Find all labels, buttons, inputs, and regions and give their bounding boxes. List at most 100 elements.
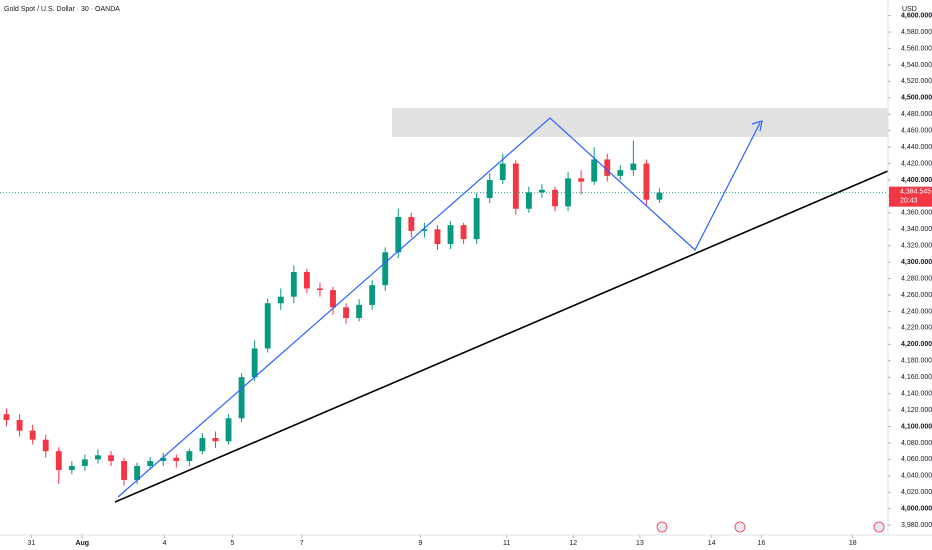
- y-tick-label: 4,460.000: [901, 128, 932, 135]
- candle-body: [251, 348, 258, 378]
- y-tick-label: 4,540.000: [901, 62, 932, 69]
- projection-path: [117, 117, 761, 498]
- y-tick-label: 4,100.000: [901, 423, 932, 430]
- candle-body: [486, 179, 493, 199]
- y-tick-label: 4,280.000: [901, 275, 932, 282]
- candle-body: [68, 465, 75, 471]
- currency-label: USD: [902, 6, 917, 13]
- candle-body: [525, 192, 532, 209]
- candle-body: [356, 304, 363, 319]
- x-tick-label: 5: [230, 540, 234, 547]
- y-tick-label: 4,580.000: [901, 29, 932, 36]
- candle-body: [447, 225, 454, 245]
- candle-body: [81, 459, 88, 466]
- candle-body: [225, 418, 232, 442]
- y-tick-label: 4,020.000: [901, 489, 932, 496]
- x-tick-label: 14: [708, 540, 716, 547]
- event-flag[interactable]: [873, 521, 885, 533]
- y-tick-label: 4,220.000: [901, 325, 932, 332]
- x-tick-label: 11: [503, 540, 510, 547]
- event-flag[interactable]: [734, 521, 746, 533]
- candle-body: [134, 465, 141, 480]
- y-tick-label: 4,080.000: [901, 440, 932, 447]
- candle-body: [199, 438, 206, 452]
- candle-body: [499, 163, 506, 180]
- candle-body: [656, 192, 663, 200]
- y-tick-label: 3,980.000: [901, 522, 932, 529]
- candle-body: [395, 216, 402, 253]
- candle-body: [578, 178, 585, 182]
- candle-body: [421, 229, 428, 231]
- y-tick-label: 4,240.000: [901, 308, 932, 315]
- candle-body: [552, 189, 558, 207]
- y-tick-label: 4,320.000: [901, 243, 932, 250]
- y-tick-label: 4,600.000: [901, 12, 932, 19]
- candle-body: [238, 377, 245, 419]
- candle-body: [42, 439, 49, 452]
- candle-body: [369, 285, 376, 305]
- x-tick-label: 13: [636, 540, 644, 547]
- last-price-label: 4,384.545: [900, 189, 931, 196]
- chart-title: Gold Spot / U.S. Dollar · 30 · OANDA: [4, 6, 120, 13]
- candle-body: [147, 461, 154, 466]
- support-trendline: [114, 170, 889, 503]
- candle-body: [95, 455, 101, 460]
- candle-body: [512, 163, 519, 209]
- candle-body: [434, 229, 441, 245]
- y-tick-label: 4,260.000: [901, 292, 932, 299]
- candle-body: [617, 170, 624, 176]
- y-tick-label: 4,000.000: [901, 506, 932, 513]
- candle-body: [382, 252, 389, 286]
- candle-body: [264, 303, 271, 349]
- y-tick-label: 4,180.000: [901, 358, 932, 365]
- candle-body: [591, 159, 598, 182]
- x-tick-label: 18: [849, 540, 857, 547]
- x-tick-label: 7: [300, 540, 304, 547]
- candle-body: [277, 296, 284, 304]
- y-tick-label: 4,060.000: [901, 456, 932, 463]
- candle-body: [3, 414, 10, 420]
- y-tick-label: 4,340.000: [901, 226, 932, 233]
- y-tick-label: 4,160.000: [901, 374, 932, 381]
- candle-body: [539, 189, 545, 193]
- candle-body: [108, 455, 114, 462]
- candle-body: [643, 163, 650, 200]
- x-tick-label: 4: [163, 540, 167, 547]
- y-tick-label: 4,480.000: [901, 111, 932, 118]
- event-flag[interactable]: [656, 521, 668, 533]
- y-tick-label: 4,420.000: [901, 160, 932, 167]
- candle-body: [121, 461, 127, 480]
- x-tick-label: 9: [419, 540, 423, 547]
- projection-arrowhead: [751, 120, 763, 132]
- candle-body: [330, 290, 336, 308]
- y-tick-label: 4,040.000: [901, 473, 932, 480]
- countdown: 20:43: [900, 198, 918, 205]
- y-tick-label: 4,140.000: [901, 390, 932, 397]
- candle-body: [160, 457, 167, 462]
- y-tick-label: 4,520.000: [901, 78, 932, 85]
- y-tick-label: 4,400.000: [901, 177, 932, 184]
- candle-body: [317, 288, 323, 291]
- candle-body: [55, 451, 62, 471]
- x-tick-label: 31: [27, 540, 35, 547]
- resistance-zone: [392, 108, 888, 137]
- x-tick-label: 12: [569, 540, 577, 547]
- candle-body: [408, 216, 415, 231]
- y-tick-label: 4,300.000: [901, 259, 932, 266]
- candle-body: [460, 225, 467, 240]
- candle-body: [186, 451, 193, 462]
- y-tick-label: 4,440.000: [901, 144, 932, 151]
- y-tick-label: 4,560.000: [901, 45, 932, 52]
- candle-body: [290, 272, 297, 297]
- plot-area: [3, 140, 663, 486]
- candle-body: [16, 419, 23, 431]
- candle-body: [303, 272, 310, 289]
- last-price-box: [889, 186, 932, 207]
- candle-body: [604, 159, 611, 176]
- candle-body: [630, 163, 637, 171]
- candle-body: [343, 307, 349, 319]
- y-tick-label: 4,120.000: [901, 407, 932, 414]
- candle-body: [473, 198, 480, 240]
- x-tick-label: Aug: [75, 540, 89, 547]
- candle-body: [212, 438, 219, 442]
